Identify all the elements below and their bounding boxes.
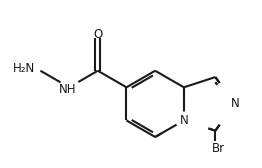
Text: NH: NH [59,83,76,96]
Text: H₂N: H₂N [13,62,35,75]
Text: N: N [231,97,239,110]
Text: O: O [93,29,102,41]
Text: N: N [179,114,188,127]
Text: Br: Br [212,142,225,155]
